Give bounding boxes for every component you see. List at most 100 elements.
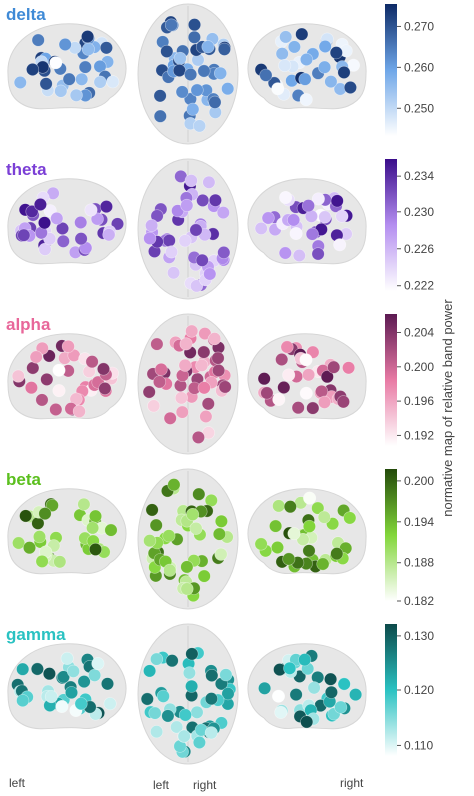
electrode-dot: [178, 708, 192, 722]
electrode-dot: [201, 40, 215, 54]
electrode-dot: [154, 362, 168, 376]
electrode-dot: [327, 360, 341, 374]
electrode-dot: [274, 705, 288, 719]
electrode-dot: [261, 211, 275, 225]
electrode-dot: [275, 47, 289, 61]
band-title-gamma: gamma: [6, 625, 66, 644]
electrode-dot: [81, 30, 95, 44]
electrode-dot: [186, 507, 200, 521]
electrode-dot: [150, 337, 164, 351]
electrode-dot: [56, 670, 70, 684]
electrode-dot: [106, 75, 120, 89]
band-row-alpha: alpha 0.204 0.200 0.196 0.192: [6, 313, 434, 455]
electrode-dot: [160, 44, 174, 58]
electrode-dot: [201, 397, 215, 411]
electrode-dot: [153, 109, 167, 123]
colorbar-tick-label: 0.226: [404, 242, 434, 256]
electrode-dot: [12, 536, 26, 550]
electrode-dot: [42, 667, 56, 681]
electrode-dot: [153, 89, 167, 103]
electrode-dot: [69, 88, 83, 102]
colorbar-tick-label: 0.196: [404, 394, 434, 408]
electrode-dot: [147, 399, 161, 413]
electrode-dot: [204, 726, 218, 740]
electrode-dot: [298, 72, 312, 86]
electrode-dot: [91, 657, 105, 671]
electrode-dot: [13, 76, 27, 90]
electrode-dot: [77, 675, 91, 689]
colorbar-axis-title: normative map of relative band power: [440, 299, 455, 517]
electrode-dot: [212, 363, 226, 377]
electrode-dot: [303, 491, 317, 505]
electrode-dot: [197, 64, 211, 78]
electrode-dot: [98, 382, 112, 396]
electrode-dot: [50, 211, 64, 225]
electrode-dot: [279, 190, 293, 204]
electrode-dot: [164, 18, 178, 32]
electrode-dot: [185, 647, 199, 661]
electrode-dot: [185, 324, 199, 338]
electrode-dot: [217, 42, 231, 56]
electrode-dot: [145, 218, 159, 232]
electrode-dot: [324, 685, 338, 699]
electrode-dot: [295, 27, 309, 41]
electrode-dot: [197, 381, 211, 395]
band-title-theta: theta: [6, 160, 47, 179]
electrode-dot: [302, 368, 316, 382]
electrode-dot: [196, 193, 210, 207]
electrode-dot: [208, 332, 222, 346]
label-left-sagittal: left: [9, 776, 26, 790]
electrode-dot: [330, 547, 344, 561]
electrode-dot: [278, 246, 292, 260]
electrode-dot: [25, 204, 39, 218]
colorbar-tick-label: 0.250: [404, 101, 434, 115]
electrode-dot: [104, 523, 118, 537]
electrode-dot: [195, 253, 209, 267]
colorbar-beta: [385, 469, 397, 601]
electrode-dot: [335, 209, 349, 223]
colorbar-gamma: [385, 624, 397, 756]
electrode-dot: [191, 430, 205, 444]
electrode-dot: [208, 193, 222, 207]
electrode-dot: [172, 63, 186, 77]
electrode-dot: [329, 46, 343, 60]
electrode-dot: [101, 677, 115, 691]
electrode-dot: [175, 85, 189, 99]
electrode-dot: [60, 651, 74, 665]
electrode-dot: [17, 228, 31, 242]
electrode-dot: [254, 537, 268, 551]
electrode-dot: [148, 706, 162, 720]
electrode-dot: [287, 527, 301, 541]
colorbar-tick-label: 0.200: [404, 360, 434, 374]
electrode-dot: [184, 174, 198, 188]
electrode-dot: [208, 95, 222, 109]
electrode-dot: [315, 384, 329, 398]
colorbar-tick-label: 0.120: [404, 683, 434, 697]
electrode-dot: [269, 519, 283, 533]
electrode-dot: [53, 555, 67, 569]
electrode-dot: [214, 66, 228, 80]
electrode-dot: [254, 221, 268, 235]
electrode-dot: [188, 18, 202, 32]
electrode-dot: [298, 653, 312, 667]
band-row-delta: delta 0.270 0.260 0.250: [6, 3, 434, 145]
colorbar-tick-label: 0.234: [404, 169, 434, 183]
electrode-dot: [204, 692, 218, 706]
electrode-dot: [192, 487, 206, 501]
electrode-dot: [88, 668, 102, 682]
electrode-dot: [221, 82, 235, 96]
electrode-dot: [56, 234, 70, 248]
electrode-dot: [192, 736, 206, 750]
electrode-dot: [277, 381, 291, 395]
electrode-dot: [278, 58, 292, 72]
electrode-dot: [24, 381, 38, 395]
electrode-dot: [44, 690, 58, 704]
colorbar-tick-label: 0.110: [404, 738, 433, 752]
electrode-dot: [77, 497, 91, 511]
electrode-dot: [296, 533, 310, 547]
electrode-dot: [190, 705, 204, 719]
electrode-dot: [86, 521, 100, 535]
band-row-gamma: gamma 0.130 0.120 0.110: [6, 623, 434, 765]
electrode-dot: [216, 206, 230, 220]
electrode-dot: [61, 339, 75, 353]
